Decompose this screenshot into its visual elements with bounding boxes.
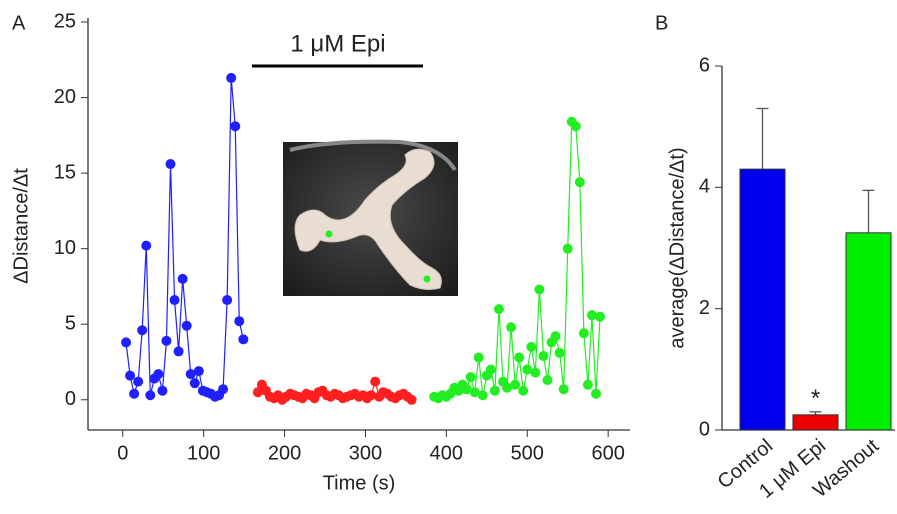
x-tick-label: 600 (591, 442, 624, 464)
data-point (461, 384, 472, 395)
data-point (558, 384, 569, 395)
data-point (591, 388, 602, 399)
data-point (514, 352, 525, 363)
data-point (173, 346, 184, 357)
data-point (129, 388, 140, 399)
data-point (485, 364, 496, 375)
data-point (238, 334, 249, 345)
y-tick-label: 0 (699, 418, 710, 440)
y-tick-label: 25 (54, 10, 76, 32)
data-point (477, 390, 488, 401)
data-point (570, 121, 581, 132)
data-point (137, 325, 148, 336)
y-tick-label: 6 (699, 54, 710, 76)
data-point (489, 385, 500, 396)
data-point (493, 304, 504, 315)
y-tick-label: 4 (699, 176, 710, 198)
series-line (125, 77, 244, 398)
y-tick-label: 2 (699, 297, 710, 319)
data-point (218, 384, 229, 395)
data-point (530, 367, 541, 378)
data-point (562, 243, 573, 254)
x-axis-label: Time (s) (323, 472, 396, 494)
data-point (469, 387, 480, 398)
data-point (153, 369, 164, 380)
data-point (125, 370, 136, 381)
y-tick-label: 15 (54, 161, 76, 183)
data-point (121, 337, 132, 348)
data-point (534, 284, 545, 295)
data-point (542, 375, 553, 386)
y-axis-label: ΔDistance/Δt (10, 168, 32, 284)
data-point (366, 390, 377, 401)
x-tick-label: 300 (349, 442, 382, 464)
x-tick-label: 0 (117, 442, 128, 464)
y-tick-label: 20 (54, 86, 76, 108)
data-point (157, 385, 168, 396)
data-point (586, 310, 597, 321)
x-tick-label: 500 (511, 442, 544, 464)
data-point (189, 378, 200, 389)
data-point (595, 311, 606, 322)
data-point (230, 121, 241, 132)
x-tick-label: 400 (430, 442, 463, 464)
data-point (465, 372, 476, 383)
data-point (522, 364, 533, 375)
data-point (550, 331, 561, 342)
inset-photo (283, 139, 458, 296)
data-point (181, 320, 192, 331)
data-point (222, 295, 233, 306)
data-point (185, 369, 196, 380)
data-point (165, 159, 176, 170)
data-point (578, 328, 589, 339)
data-point (502, 382, 513, 393)
data-point (518, 385, 529, 396)
x-tick-label: 100 (187, 442, 220, 464)
data-point (141, 240, 152, 251)
data-point (406, 394, 417, 405)
data-point (145, 390, 156, 401)
panel-label: B (655, 12, 668, 34)
bar (792, 414, 839, 431)
data-point (538, 350, 549, 361)
data-point (370, 376, 381, 387)
data-point (510, 379, 521, 390)
data-point (133, 376, 144, 387)
data-point (574, 177, 585, 188)
bar (845, 232, 892, 431)
y-tick-label: 0 (65, 388, 76, 410)
data-point (177, 273, 188, 284)
y-tick-label: 10 (54, 237, 76, 259)
x-tick-label: 200 (268, 442, 301, 464)
annotation: 1 μM Epi (290, 30, 385, 57)
data-point (252, 387, 263, 398)
data-point (582, 379, 593, 390)
y-axis-label: average(ΔDistance/Δt) (666, 147, 688, 348)
data-point (526, 341, 537, 352)
data-point (473, 352, 484, 363)
data-point (226, 72, 237, 83)
data-point (506, 322, 517, 333)
data-point (161, 335, 172, 346)
data-point (554, 347, 565, 358)
panel-label: A (12, 12, 26, 34)
data-point (234, 316, 245, 327)
data-point (169, 295, 180, 306)
y-tick-label: 5 (65, 313, 76, 335)
data-point (193, 366, 204, 377)
significance-mark: * (811, 385, 820, 412)
bar (739, 168, 786, 431)
